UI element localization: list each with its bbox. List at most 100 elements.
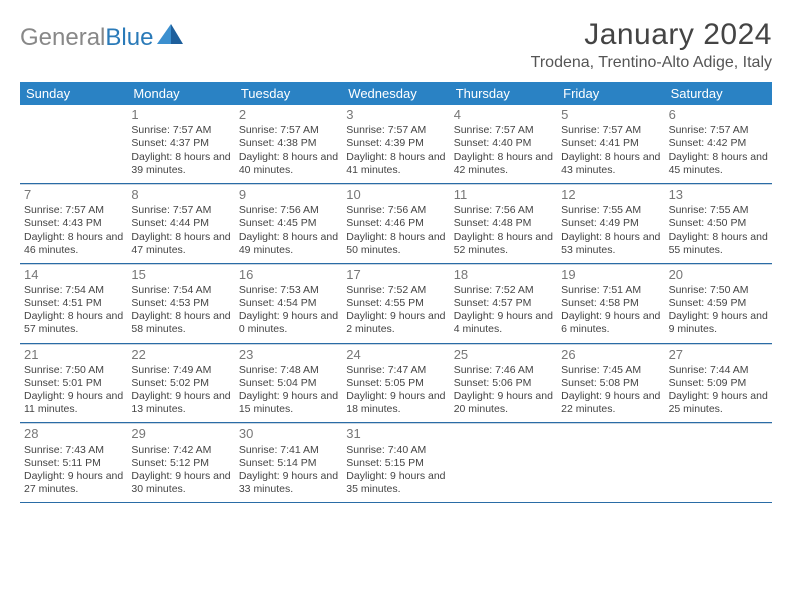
daylight-line: Daylight: 8 hours and 42 minutes.: [454, 151, 553, 177]
sunrise-line: Sunrise: 7:44 AM: [669, 364, 768, 377]
sunset-line: Sunset: 4:57 PM: [454, 297, 553, 310]
sunrise-line: Sunrise: 7:40 AM: [346, 444, 445, 457]
daylight-line: Daylight: 8 hours and 52 minutes.: [454, 231, 553, 257]
calendar-cell: 22Sunrise: 7:49 AMSunset: 5:02 PMDayligh…: [127, 344, 234, 423]
daylight-line: Daylight: 8 hours and 41 minutes.: [346, 151, 445, 177]
daylight-line: Daylight: 8 hours and 53 minutes.: [561, 231, 660, 257]
sunrise-line: Sunrise: 7:57 AM: [239, 124, 338, 137]
brand-logo: GeneralBlue: [20, 24, 183, 52]
sunset-line: Sunset: 5:05 PM: [346, 377, 445, 390]
daylight-line: Daylight: 8 hours and 40 minutes.: [239, 151, 338, 177]
day-number: 27: [669, 347, 768, 363]
sunrise-line: Sunrise: 7:57 AM: [561, 124, 660, 137]
weekday-header-cell: Saturday: [665, 82, 772, 105]
day-number: 13: [669, 187, 768, 203]
day-number: 15: [131, 267, 230, 283]
calendar-cell: 31Sunrise: 7:40 AMSunset: 5:15 PMDayligh…: [342, 423, 449, 502]
sunset-line: Sunset: 4:58 PM: [561, 297, 660, 310]
calendar-cell: 5Sunrise: 7:57 AMSunset: 4:41 PMDaylight…: [557, 105, 664, 183]
sunset-line: Sunset: 5:14 PM: [239, 457, 338, 470]
sunset-line: Sunset: 4:37 PM: [131, 137, 230, 150]
calendar-cell: 4Sunrise: 7:57 AMSunset: 4:40 PMDaylight…: [450, 105, 557, 183]
day-number: 5: [561, 107, 660, 123]
sunset-line: Sunset: 4:45 PM: [239, 217, 338, 230]
sunrise-line: Sunrise: 7:57 AM: [131, 204, 230, 217]
sunrise-line: Sunrise: 7:50 AM: [24, 364, 123, 377]
sunrise-line: Sunrise: 7:57 AM: [669, 124, 768, 137]
calendar-cell: 18Sunrise: 7:52 AMSunset: 4:57 PMDayligh…: [450, 264, 557, 343]
daylight-line: Daylight: 9 hours and 11 minutes.: [24, 390, 123, 416]
sunset-line: Sunset: 4:53 PM: [131, 297, 230, 310]
day-number: 20: [669, 267, 768, 283]
weekday-header-cell: Tuesday: [235, 82, 342, 105]
day-number: 12: [561, 187, 660, 203]
daylight-line: Daylight: 9 hours and 15 minutes.: [239, 390, 338, 416]
sunrise-line: Sunrise: 7:52 AM: [454, 284, 553, 297]
daylight-line: Daylight: 9 hours and 9 minutes.: [669, 310, 768, 336]
calendar-cell: 2Sunrise: 7:57 AMSunset: 4:38 PMDaylight…: [235, 105, 342, 183]
calendar-cell: 19Sunrise: 7:51 AMSunset: 4:58 PMDayligh…: [557, 264, 664, 343]
day-number: 23: [239, 347, 338, 363]
day-number: 1: [131, 107, 230, 123]
sunset-line: Sunset: 4:43 PM: [24, 217, 123, 230]
day-number: 25: [454, 347, 553, 363]
sunset-line: Sunset: 5:09 PM: [669, 377, 768, 390]
calendar-cell: 11Sunrise: 7:56 AMSunset: 4:48 PMDayligh…: [450, 184, 557, 263]
sunset-line: Sunset: 4:40 PM: [454, 137, 553, 150]
sunrise-line: Sunrise: 7:53 AM: [239, 284, 338, 297]
calendar-week-row: 21Sunrise: 7:50 AMSunset: 5:01 PMDayligh…: [20, 344, 772, 424]
sunset-line: Sunset: 5:12 PM: [131, 457, 230, 470]
daylight-line: Daylight: 8 hours and 46 minutes.: [24, 231, 123, 257]
daylight-line: Daylight: 8 hours and 50 minutes.: [346, 231, 445, 257]
daylight-line: Daylight: 8 hours and 39 minutes.: [131, 151, 230, 177]
daylight-line: Daylight: 9 hours and 18 minutes.: [346, 390, 445, 416]
calendar-cell: 6Sunrise: 7:57 AMSunset: 4:42 PMDaylight…: [665, 105, 772, 183]
calendar-cell: 13Sunrise: 7:55 AMSunset: 4:50 PMDayligh…: [665, 184, 772, 263]
sunrise-line: Sunrise: 7:57 AM: [454, 124, 553, 137]
sunset-line: Sunset: 5:08 PM: [561, 377, 660, 390]
daylight-line: Daylight: 9 hours and 22 minutes.: [561, 390, 660, 416]
day-number: 7: [24, 187, 123, 203]
day-number: 17: [346, 267, 445, 283]
day-number: 22: [131, 347, 230, 363]
sunset-line: Sunset: 4:49 PM: [561, 217, 660, 230]
calendar-cell: 25Sunrise: 7:46 AMSunset: 5:06 PMDayligh…: [450, 344, 557, 423]
daylight-line: Daylight: 9 hours and 6 minutes.: [561, 310, 660, 336]
sunset-line: Sunset: 4:48 PM: [454, 217, 553, 230]
daylight-line: Daylight: 8 hours and 58 minutes.: [131, 310, 230, 336]
daylight-line: Daylight: 8 hours and 57 minutes.: [24, 310, 123, 336]
daylight-line: Daylight: 9 hours and 30 minutes.: [131, 470, 230, 496]
sunrise-line: Sunrise: 7:55 AM: [561, 204, 660, 217]
sunset-line: Sunset: 5:11 PM: [24, 457, 123, 470]
calendar-cell-empty: [557, 423, 664, 502]
sunrise-line: Sunrise: 7:56 AM: [454, 204, 553, 217]
calendar-cell-empty: [665, 423, 772, 502]
calendar-cell: 24Sunrise: 7:47 AMSunset: 5:05 PMDayligh…: [342, 344, 449, 423]
day-number: 16: [239, 267, 338, 283]
calendar-cell: 16Sunrise: 7:53 AMSunset: 4:54 PMDayligh…: [235, 264, 342, 343]
brand-part1: General: [20, 24, 105, 52]
calendar-week-row: 14Sunrise: 7:54 AMSunset: 4:51 PMDayligh…: [20, 264, 772, 344]
weekday-header-cell: Thursday: [450, 82, 557, 105]
header: GeneralBlue January 2024 Trodena, Trenti…: [20, 18, 772, 72]
daylight-line: Daylight: 8 hours and 47 minutes.: [131, 231, 230, 257]
daylight-line: Daylight: 9 hours and 33 minutes.: [239, 470, 338, 496]
day-number: 11: [454, 187, 553, 203]
calendar-cell: 20Sunrise: 7:50 AMSunset: 4:59 PMDayligh…: [665, 264, 772, 343]
calendar-cell: 21Sunrise: 7:50 AMSunset: 5:01 PMDayligh…: [20, 344, 127, 423]
calendar-cell: 9Sunrise: 7:56 AMSunset: 4:45 PMDaylight…: [235, 184, 342, 263]
sunrise-line: Sunrise: 7:50 AM: [669, 284, 768, 297]
sunset-line: Sunset: 5:01 PM: [24, 377, 123, 390]
daylight-line: Daylight: 8 hours and 55 minutes.: [669, 231, 768, 257]
month-title: January 2024: [531, 18, 772, 52]
sunset-line: Sunset: 4:51 PM: [24, 297, 123, 310]
day-number: 18: [454, 267, 553, 283]
brand-part2: Blue: [105, 24, 153, 52]
calendar-body: 1Sunrise: 7:57 AMSunset: 4:37 PMDaylight…: [20, 105, 772, 503]
calendar-cell: 27Sunrise: 7:44 AMSunset: 5:09 PMDayligh…: [665, 344, 772, 423]
day-number: 19: [561, 267, 660, 283]
sunset-line: Sunset: 4:55 PM: [346, 297, 445, 310]
sunrise-line: Sunrise: 7:51 AM: [561, 284, 660, 297]
title-block: January 2024 Trodena, Trentino-Alto Adig…: [531, 18, 772, 72]
daylight-line: Daylight: 9 hours and 2 minutes.: [346, 310, 445, 336]
